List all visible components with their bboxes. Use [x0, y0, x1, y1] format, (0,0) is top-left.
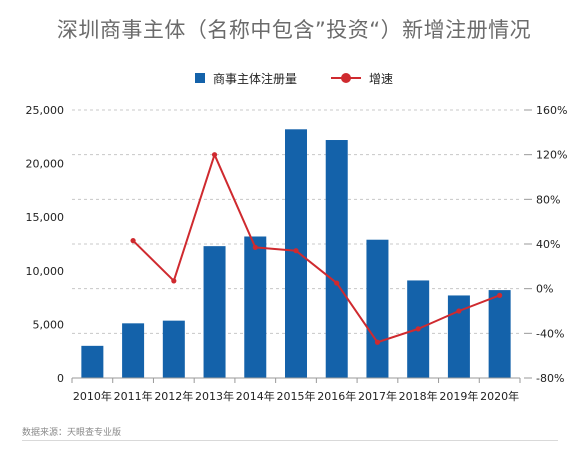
x-tick-label: 2017年 [358, 389, 397, 403]
x-tick-label: 2019年 [439, 389, 478, 403]
x-tick-label: 2011年 [114, 389, 153, 403]
right-tick-label: 0% [536, 283, 553, 296]
left-tick-label: 10,000 [26, 265, 65, 278]
bar [203, 246, 226, 378]
left-axis-ticks: 0 5,000 10,000 15,000 20,000 25,000 [26, 104, 65, 385]
bar [325, 140, 348, 378]
growth-point [374, 339, 381, 345]
bars [81, 129, 511, 378]
right-tick-label: 40% [536, 238, 560, 251]
legend-bar-label: 商事主体注册量 [212, 71, 297, 86]
legend-item-line: 增速 [331, 70, 393, 87]
growth-point [334, 280, 340, 286]
legend-line-label: 增速 [369, 71, 394, 86]
left-tick-label: 25,000 [26, 104, 65, 117]
bar [162, 320, 185, 378]
growth-line [130, 152, 503, 345]
growth-point [497, 292, 503, 298]
growth-point [293, 248, 299, 254]
bar [81, 345, 104, 378]
right-tick-label: -40% [536, 327, 564, 340]
bar [488, 290, 511, 378]
legend-line-swatch [331, 73, 361, 83]
bar [122, 323, 145, 378]
right-tick-label: -80% [536, 372, 564, 385]
growth-point [415, 326, 421, 332]
chart-title: 深圳商事主体（名称中包含”投资“）新增注册情况 [56, 18, 532, 42]
right-tick-label: 80% [536, 193, 560, 206]
x-tick-label: 2013年 [195, 389, 234, 403]
legend-bar-swatch [194, 73, 205, 83]
growth-polyline [132, 153, 500, 344]
bar [366, 239, 389, 378]
chart-legend: 商事主体注册量 增速 [0, 68, 588, 88]
bar [244, 236, 267, 378]
growth-point [456, 308, 462, 314]
x-axis-ticks: 2010年 2011年 2012年 2013年 2014年 2015年 2016年 2017年… [71, 377, 521, 403]
x-tick-label: 2020年 [480, 389, 519, 403]
bar [447, 295, 470, 378]
source-divider [22, 440, 558, 441]
right-axis-ticks: -80% -40% 0% 40% 80% 120% 160% [524, 104, 567, 385]
x-tick-label: 2016年 [317, 389, 356, 403]
data-source: 数据来源：天眼查专业版 [22, 428, 122, 438]
x-tick-label: 2010年 [73, 389, 112, 403]
left-tick-label: 0 [57, 372, 64, 385]
right-tick-label: 160% [536, 104, 567, 117]
x-tick-label: 2014年 [236, 389, 275, 403]
growth-point [252, 244, 258, 250]
growth-point [211, 152, 218, 158]
legend-item-bar: 商事主体注册量 [194, 70, 297, 87]
growth-point [171, 278, 177, 284]
x-tick-label: 2018年 [399, 389, 438, 403]
right-tick-label: 120% [536, 149, 567, 162]
x-tick-label: 2015年 [277, 389, 316, 403]
bar [285, 129, 307, 378]
growth-point [130, 238, 136, 244]
left-tick-label: 15,000 [26, 211, 65, 224]
left-tick-label: 20,000 [26, 158, 65, 171]
x-tick-label: 2012年 [154, 389, 193, 403]
left-tick-label: 5,000 [33, 318, 65, 331]
